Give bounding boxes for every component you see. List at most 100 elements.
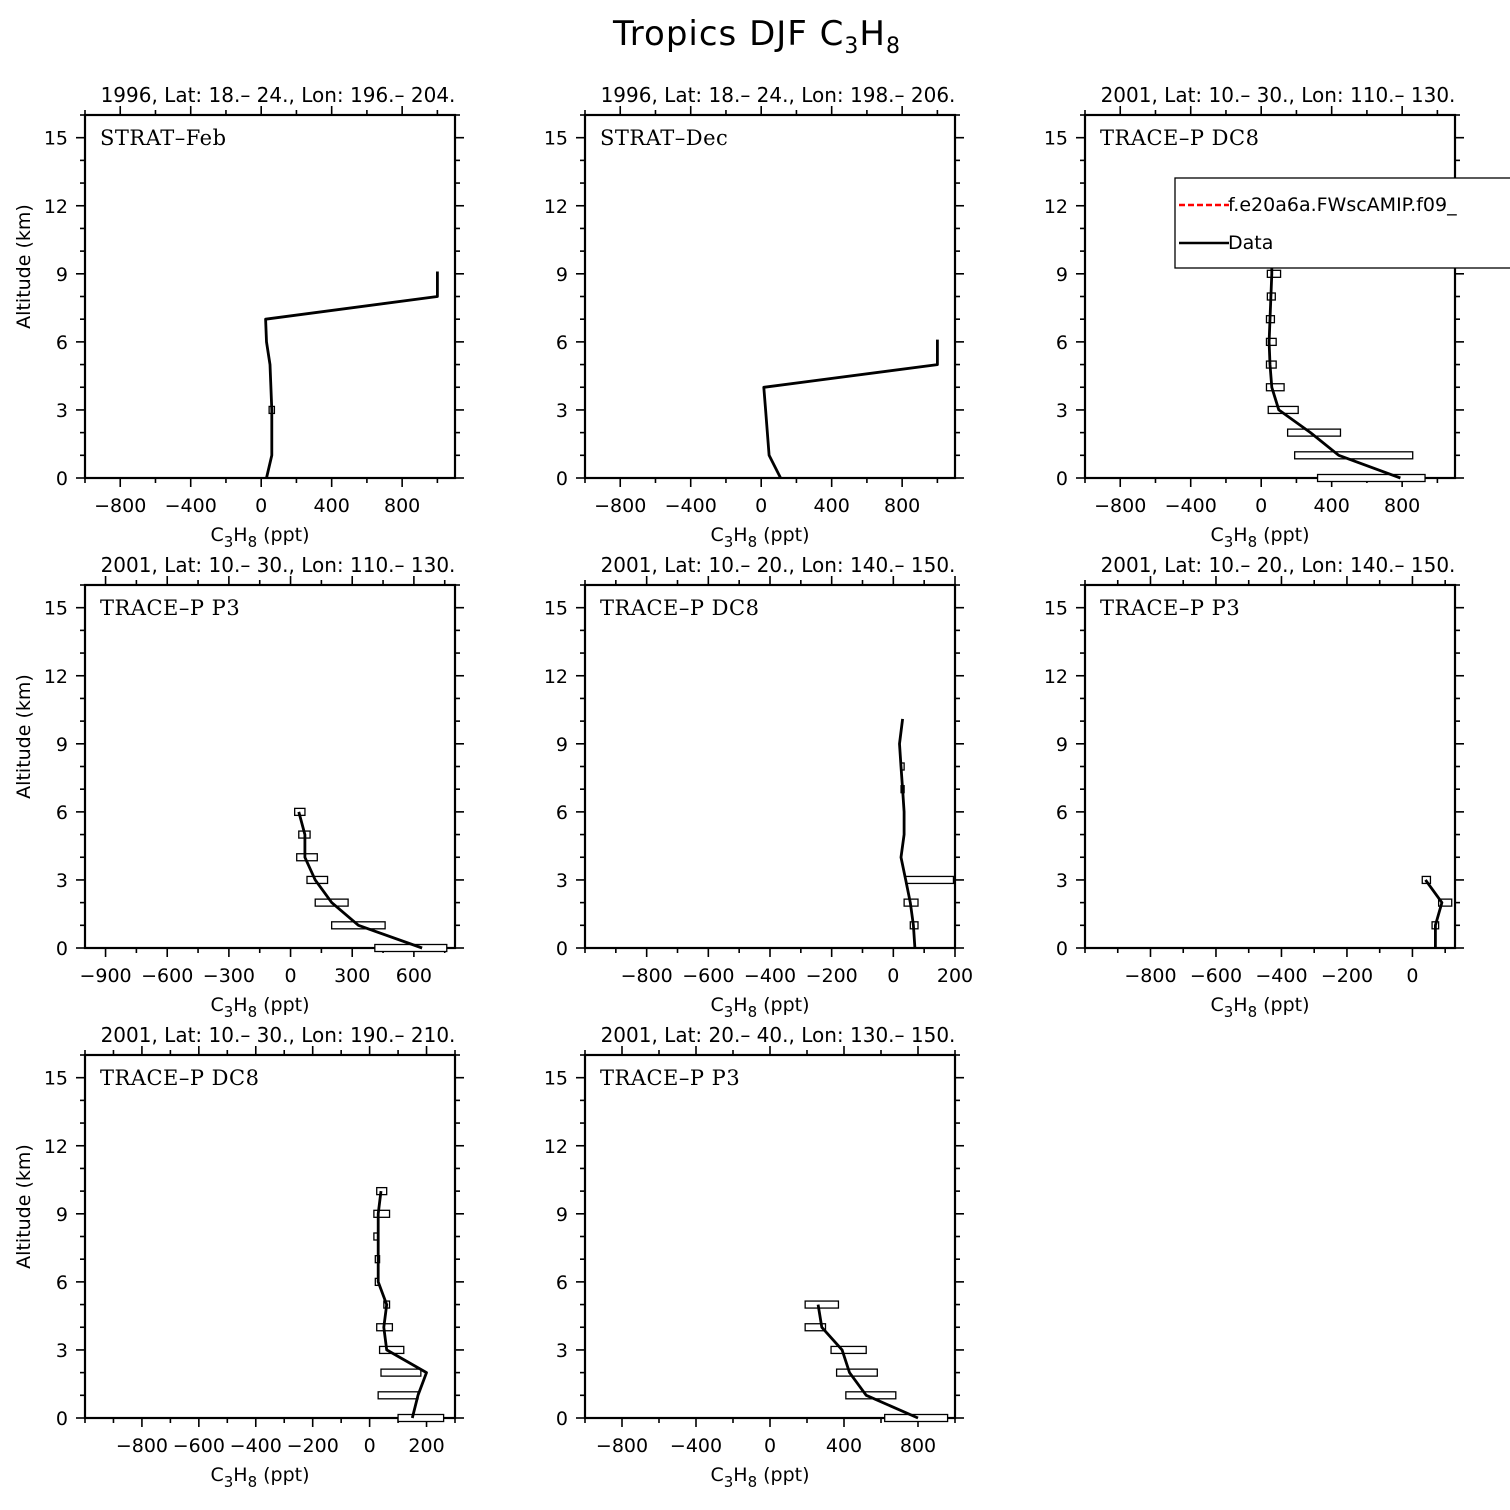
y-axis-label: Altitude (km) [13, 674, 35, 799]
y-tick-label: 6 [56, 1272, 68, 1294]
x-axis-label-sub: 3 [224, 533, 234, 551]
x-tick-label: 800 [384, 495, 420, 517]
x-tick-label: −400 [665, 495, 717, 517]
x-axis-label-mid: H [233, 994, 247, 1016]
range-box [1316, 473, 1426, 483]
y-tick-label: 6 [556, 332, 568, 354]
y-tick-label: 15 [44, 128, 68, 150]
x-axis-label-sub: 3 [724, 1003, 734, 1021]
x-axis-label-mid: H [233, 524, 247, 546]
y-tick-label: 15 [44, 1068, 68, 1090]
x-axis-label-main: C [210, 1464, 223, 1486]
y-tick-label: 9 [1056, 264, 1068, 286]
panel-label: STRAT–Feb [100, 126, 227, 150]
x-axis-label-unit: (ppt) [757, 1464, 809, 1486]
range-box [804, 1323, 827, 1332]
panel-6: 2001, Lat: 10.– 20., Lon: 140.– 150. 0 3 6 9… [1044, 553, 1464, 1021]
x-tick-label: 0 [285, 965, 297, 987]
y-tick-label: 0 [56, 938, 68, 960]
range-box [373, 1209, 391, 1218]
x-axis-label-sub: 3 [1224, 1003, 1234, 1021]
plot-frame [83, 113, 457, 480]
y-axis-label: Altitude (km) [13, 1144, 35, 1269]
x-tick-label: 600 [396, 965, 432, 987]
x-tick-label: 800 [900, 1435, 936, 1457]
panel-label: STRAT–Dec [600, 126, 728, 150]
y-tick-label: 9 [56, 734, 68, 756]
x-axis-label: C3H8 (ppt) [710, 994, 809, 1021]
x-axis-label-sub2: 8 [1248, 533, 1258, 551]
y-tick-label: 9 [556, 734, 568, 756]
x-axis-label-sub2: 8 [248, 533, 258, 551]
panel-1: 1996, Lat: 18.– 24., Lon: 196.– 204. 0 3 6 9… [13, 83, 464, 551]
x-axis-label-mid: H [733, 994, 747, 1016]
x-axis-label-unit: (ppt) [257, 994, 309, 1016]
y-tick-label: 6 [556, 802, 568, 824]
data-line [762, 339, 939, 479]
x-tick-label: −300 [203, 965, 255, 987]
y-tick-label: 0 [556, 1408, 568, 1430]
x-tick-label: 400 [826, 1435, 862, 1457]
x-tick-label: −600 [682, 965, 734, 987]
x-axis-label-sub2: 8 [248, 1003, 258, 1021]
x-axis-label: C3H8 (ppt) [1210, 524, 1309, 551]
x-tick-label: 400 [314, 495, 350, 517]
x-axis-label-sub: 3 [724, 1473, 734, 1491]
y-tick-label: 6 [1056, 802, 1068, 824]
panel-title: 1996, Lat: 18.– 24., Lon: 198.– 206. [601, 83, 956, 107]
panel-2: 1996, Lat: 18.– 24., Lon: 198.– 206. 0 3 6 9… [544, 83, 964, 551]
y-tick-label: 9 [56, 264, 68, 286]
x-tick-label: −200 [287, 1435, 339, 1457]
plot-frame [583, 113, 957, 480]
range-box [1266, 269, 1282, 278]
x-tick-label: −200 [1321, 965, 1373, 987]
y-axis-label: Altitude (km) [13, 204, 35, 329]
data-line [1424, 879, 1444, 948]
x-tick-label: 0 [887, 965, 899, 987]
legend-model-label: f.e20a6a.FWscAMIP.f09_ [1228, 194, 1457, 216]
x-axis-label: C3H8 (ppt) [210, 994, 309, 1021]
x-axis-label-main: C [710, 994, 723, 1016]
panel-label: TRACE–P P3 [100, 596, 240, 620]
panel-label: TRACE–P DC8 [600, 596, 759, 620]
x-axis-label: C3H8 (ppt) [1210, 994, 1309, 1021]
y-tick-label: 0 [56, 468, 68, 490]
y-tick-label: 0 [1056, 468, 1068, 490]
y-tick-label: 6 [1056, 332, 1068, 354]
x-tick-label: −800 [94, 495, 146, 517]
x-axis-label-mid: H [733, 1464, 747, 1486]
y-tick-label: 3 [56, 1340, 68, 1362]
panel-8: 2001, Lat: 20.– 40., Lon: 130.– 150. 0 3 6 9… [544, 1023, 964, 1491]
x-tick-label: 400 [814, 495, 850, 517]
panel-title: 2001, Lat: 10.– 20., Lon: 140.– 150. [1101, 553, 1456, 577]
range-box [380, 1368, 422, 1377]
y-tick-label: 15 [544, 1068, 568, 1090]
panel-label: TRACE–P P3 [1100, 596, 1240, 620]
x-axis-label-main: C [710, 524, 723, 546]
range-box [377, 1391, 419, 1400]
x-axis-label-sub: 3 [224, 1473, 234, 1491]
y-tick-label: 0 [556, 938, 568, 960]
x-axis-label-sub2: 8 [248, 1473, 258, 1491]
panel-7: 2001, Lat: 10.– 30., Lon: 190.– 210. 0 3 6 9… [13, 1023, 464, 1491]
y-tick-label: 12 [544, 1136, 568, 1158]
x-axis-label-mid: H [733, 524, 747, 546]
x-tick-label: −600 [1190, 965, 1242, 987]
x-tick-label: −800 [594, 495, 646, 517]
x-tick-label: 200 [408, 1435, 444, 1457]
legend-box [1174, 177, 1510, 269]
panel-title: 2001, Lat: 20.– 40., Lon: 130.– 150. [601, 1023, 956, 1047]
x-tick-label: 300 [334, 965, 370, 987]
y-tick-label: 9 [1056, 734, 1068, 756]
data-line [816, 1304, 919, 1420]
x-tick-label: −200 [806, 965, 858, 987]
plot-frame [83, 1053, 457, 1420]
x-axis-label: C3H8 (ppt) [210, 1464, 309, 1491]
y-tick-label: 3 [556, 400, 568, 422]
x-tick-label: 400 [1314, 495, 1350, 517]
x-tick-label: 0 [1406, 965, 1418, 987]
panel-title: 2001, Lat: 10.– 30., Lon: 190.– 210. [101, 1023, 456, 1047]
y-tick-label: 15 [44, 598, 68, 620]
range-box [374, 943, 448, 953]
x-tick-label: −800 [1124, 965, 1176, 987]
